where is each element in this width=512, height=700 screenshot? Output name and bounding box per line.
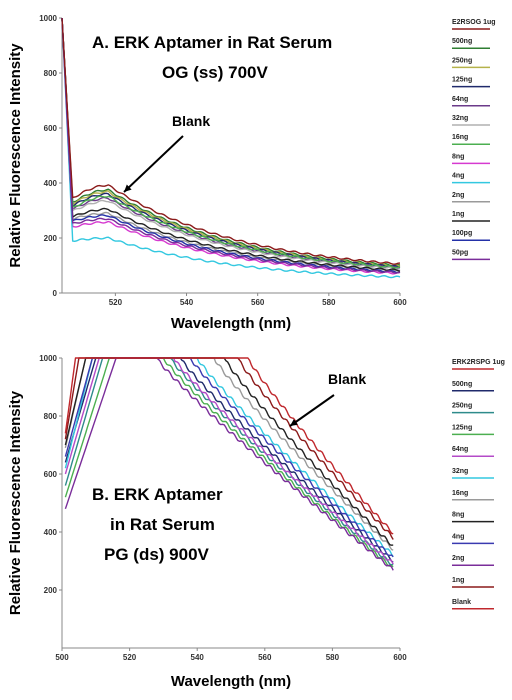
chart2-y-axis-label: Relative Fluorescence Intensity: [7, 390, 24, 615]
chart2-y-tick-label: 800: [44, 412, 58, 421]
chart1-series-line: [61, 18, 401, 268]
chart2-x-tick-label: 520: [123, 653, 137, 662]
chart1-series-line: [61, 17, 401, 270]
chart2-x-tick-label: 540: [191, 653, 205, 662]
chart2-legend-label: 250ng: [452, 403, 472, 410]
chart2-x-tick-label: 580: [326, 653, 340, 662]
chart1-y-tick-label: 0: [53, 289, 58, 298]
chart1-series-line: [61, 18, 401, 267]
chart2-legend-title: ERK2RSPG 1ug: [452, 359, 505, 366]
chart2-legend-label: 64ng: [452, 446, 468, 453]
chart2-legend-label: 1ng: [452, 577, 464, 584]
chart1-legend-label: 100pg: [452, 230, 472, 237]
chart1-y-tick-label: 600: [44, 124, 58, 133]
chart1-series-line: [61, 17, 401, 270]
chart1-legend-title: E2RSOG 1ug: [452, 19, 496, 26]
chart1-subtitle: OG (ss) 700V: [162, 63, 268, 82]
chart1-legend-label: 250ng: [452, 57, 472, 64]
chart1-series-line: [61, 17, 401, 272]
chart1-legend-label: 1ng: [452, 211, 464, 218]
chart1-x-tick-label: 520: [109, 298, 123, 307]
chart2-legend-label: 4ng: [452, 533, 464, 540]
chart1-series-line: [61, 18, 401, 265]
chart2-legend-label: 125ng: [452, 424, 472, 431]
chart1-series-line: [61, 17, 401, 269]
chart2-subtitle-2: PG (ds) 900V: [104, 545, 210, 564]
chart2-legend-label: 2ng: [452, 555, 464, 562]
chart1-legend-label: 64ng: [452, 96, 468, 103]
chart1-y-tick-label: 200: [44, 234, 58, 243]
chart2-series-line: [64, 357, 394, 535]
chart2-legend-label: 32ng: [452, 468, 468, 475]
chart1-y-tick-label: 1000: [39, 14, 57, 23]
chart2-legend-label: 16ng: [452, 490, 468, 497]
chart1-legend-label: 2ng: [452, 192, 464, 199]
chart1-series-line: [61, 17, 401, 274]
chart1-legend-label: 500ng: [452, 38, 472, 45]
chart1-series-line: [61, 18, 401, 279]
chart2-legend-label: 8ng: [452, 512, 464, 519]
chart1-x-axis-label: Wavelength (nm): [171, 315, 291, 332]
chart1-annotation-label: Blank: [172, 113, 210, 129]
chart2-x-axis-label: Wavelength (nm): [171, 673, 291, 690]
chart2-annotation-arrow: [289, 394, 335, 427]
chart2-annotation-label: Blank: [328, 371, 366, 387]
chart2-y-tick-label: 600: [44, 470, 58, 479]
chart2-legend-label: Blank: [452, 599, 471, 606]
chart2-y-tick-label: 400: [44, 528, 58, 537]
chart1-legend-label: 4ng: [452, 173, 464, 180]
chart1-annotation-arrowhead: [124, 184, 132, 192]
chart2-x-tick-label: 500: [55, 653, 69, 662]
chart2-y-tick-label: 1000: [39, 354, 57, 363]
chart1-title: A. ERK Aptamer in Rat Serum: [92, 33, 332, 52]
chart1-series-line: [61, 18, 401, 273]
chart1-series-line: [61, 17, 401, 274]
chart2-y-tick-label: 200: [44, 586, 58, 595]
chart2-title: B. ERK Aptamer: [92, 485, 223, 504]
chart1-x-tick-label: 580: [322, 298, 336, 307]
chart1-y-tick-label: 800: [44, 69, 58, 78]
chart2-series-line: [64, 357, 394, 571]
chart1-legend-label: 125ng: [452, 77, 472, 84]
chart2-x-tick-label: 560: [258, 653, 272, 662]
chart2-annotation-arrowhead: [290, 419, 298, 426]
chart1-y-tick-label: 400: [44, 179, 58, 188]
chart2-series-line: [64, 357, 394, 568]
chart2-subtitle: in Rat Serum: [110, 515, 215, 534]
chart1-legend-label: 32ng: [452, 115, 468, 122]
chart1-annotation-arrow: [123, 135, 184, 193]
chart2-legend-label: 500ng: [452, 381, 472, 388]
chart1-y-axis-label: Relative Fluorescence Intensity: [7, 43, 24, 268]
chart1-legend-label: 8ng: [452, 153, 464, 160]
chart1-x-tick-label: 540: [180, 298, 194, 307]
chart1-x-tick-label: 600: [393, 298, 407, 307]
chart2-x-tick-label: 600: [393, 653, 407, 662]
chart1-series-line: [61, 18, 400, 275]
chart1-legend-label: 16ng: [452, 134, 468, 141]
chart1-x-tick-label: 560: [251, 298, 265, 307]
chart1-series-line: [61, 18, 401, 269]
chart1-legend-label: 50pg: [452, 249, 468, 256]
